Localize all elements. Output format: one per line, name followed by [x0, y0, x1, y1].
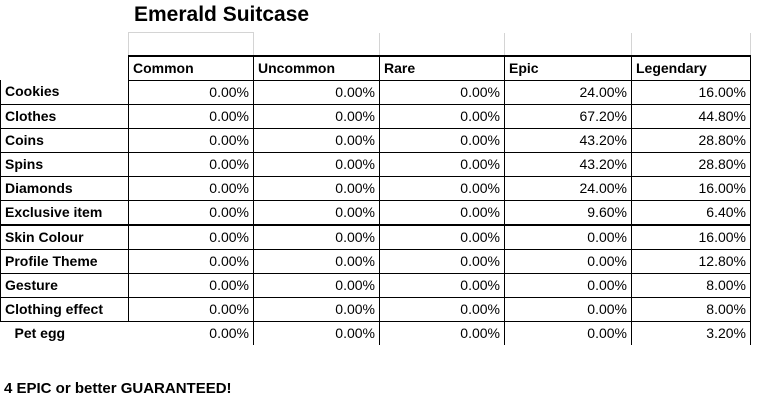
cell-rare: 0.00% — [379, 273, 505, 298]
cell-epic: 43.20% — [504, 128, 632, 153]
cell-epic: 0.00% — [504, 224, 632, 250]
spacer-cell-epic — [504, 32, 632, 56]
table-row: Profile Theme 0.00% 0.00% 0.00% 0.00% 12… — [0, 249, 751, 274]
column-header-uncommon: Uncommon — [253, 54, 380, 81]
table-row: Clothing effect 0.00% 0.00% 0.00% 0.00% … — [0, 297, 751, 322]
cell-rare: 0.00% — [379, 321, 505, 345]
spacer-corner-cell — [1, 33, 129, 56]
cell-uncommon: 0.00% — [253, 249, 380, 274]
cell-common: 0.00% — [128, 152, 254, 177]
row-label: Profile Theme — [0, 249, 129, 274]
page-title: Emerald Suitcase — [134, 3, 310, 26]
cell-legendary: 28.80% — [631, 128, 751, 153]
table-header-row: Common Uncommon Rare Epic Legendary — [0, 54, 751, 81]
cell-epic: 0.00% — [504, 321, 632, 345]
row-label: Spins — [0, 152, 129, 177]
cell-rare: 0.00% — [379, 297, 505, 322]
cell-epic: 24.00% — [504, 176, 632, 201]
column-header-corner — [0, 55, 129, 80]
column-header-legendary: Legendary — [631, 54, 751, 81]
column-header-common: Common — [128, 54, 254, 81]
cell-legendary: 28.80% — [631, 152, 751, 177]
table-row: Diamonds 0.00% 0.00% 0.00% 24.00% 16.00% — [0, 176, 751, 201]
cell-epic: 0.00% — [504, 273, 632, 298]
table-row: Skin Colour 0.00% 0.00% 0.00% 0.00% 16.0… — [0, 224, 751, 250]
cell-rare: 0.00% — [379, 176, 505, 201]
cell-epic: 67.20% — [504, 104, 632, 129]
spacer-cell-legendary — [631, 32, 751, 56]
cell-legendary: 6.40% — [631, 200, 751, 226]
cell-common: 0.00% — [128, 297, 254, 322]
table-row: Exclusive item 0.00% 0.00% 0.00% 9.60% 6… — [0, 200, 751, 226]
row-label: Clothing effect — [0, 297, 129, 322]
cell-legendary: 8.00% — [631, 273, 751, 298]
table-spacer-row — [1, 32, 751, 56]
cell-uncommon: 0.00% — [253, 152, 380, 177]
row-label: Cookies — [0, 80, 129, 105]
cell-epic: 43.20% — [504, 152, 632, 177]
table-row: Pet egg 0.00% 0.00% 0.00% 0.00% 3.20% — [1, 321, 751, 345]
row-label: Gesture — [0, 273, 129, 298]
cell-common: 0.00% — [128, 273, 254, 298]
row-label: Clothes — [0, 104, 129, 129]
cell-uncommon: 0.00% — [253, 128, 380, 153]
cell-uncommon: 0.00% — [253, 200, 380, 226]
cell-legendary: 16.00% — [631, 80, 751, 105]
cell-uncommon: 0.00% — [253, 104, 380, 129]
column-header-rare: Rare — [379, 54, 505, 81]
cell-legendary: 8.00% — [631, 297, 751, 322]
cell-rare: 0.00% — [379, 224, 505, 250]
table-body: Common Uncommon Rare Epic Legendary Cook… — [0, 32, 751, 345]
cell-uncommon: 0.00% — [253, 321, 380, 345]
table-row: Cookies 0.00% 0.00% 0.00% 24.00% 16.00% — [0, 80, 751, 105]
cell-epic: 0.00% — [504, 297, 632, 322]
cell-uncommon: 0.00% — [253, 273, 380, 298]
row-label: Exclusive item — [0, 200, 129, 226]
table-row: Coins 0.00% 0.00% 0.00% 43.20% 28.80% — [0, 128, 751, 153]
cell-common: 0.00% — [128, 176, 254, 201]
cell-rare: 0.00% — [379, 104, 505, 129]
cell-epic: 24.00% — [504, 80, 632, 105]
cell-rare: 0.00% — [379, 200, 505, 226]
cell-uncommon: 0.00% — [253, 224, 380, 250]
cell-rare: 0.00% — [379, 128, 505, 153]
cell-common: 0.00% — [128, 249, 254, 274]
cell-rare: 0.00% — [379, 152, 505, 177]
cell-legendary: 12.80% — [631, 249, 751, 274]
cell-rare: 0.00% — [379, 249, 505, 274]
cell-legendary: 44.80% — [631, 104, 751, 129]
cell-common: 0.00% — [128, 80, 254, 105]
cell-common: 0.00% — [128, 128, 254, 153]
row-label: Pet egg — [14, 324, 66, 341]
table-row: Spins 0.00% 0.00% 0.00% 43.20% 28.80% — [0, 152, 751, 177]
row-label: Coins — [0, 128, 129, 153]
table-row: Clothes 0.00% 0.00% 0.00% 67.20% 44.80% — [0, 104, 751, 129]
table-row: Gesture 0.00% 0.00% 0.00% 0.00% 8.00% — [0, 273, 751, 298]
spacer-cell-common — [128, 32, 254, 56]
cell-uncommon: 0.00% — [253, 80, 380, 105]
cell-legendary: 3.20% — [631, 321, 751, 345]
row-label: Skin Colour — [0, 224, 129, 250]
cell-common: 0.00% — [128, 200, 254, 226]
spacer-cell-uncommon — [253, 32, 380, 56]
cell-uncommon: 0.00% — [253, 297, 380, 322]
cell-common: 0.00% — [128, 321, 254, 345]
spacer-cell-rare — [379, 32, 505, 56]
guarantee-footnote: 4 EPIC or better GUARANTEED! — [4, 380, 232, 397]
cell-uncommon: 0.00% — [253, 176, 380, 201]
cell-rare: 0.00% — [379, 80, 505, 105]
cell-common: 0.00% — [128, 104, 254, 129]
cell-epic: 9.60% — [504, 200, 632, 226]
cell-common: 0.00% — [128, 224, 254, 250]
drop-rate-table: Common Uncommon Rare Epic Legendary Cook… — [0, 32, 751, 345]
row-label: Diamonds — [0, 176, 129, 201]
cell-epic: 0.00% — [504, 249, 632, 274]
cell-legendary: 16.00% — [631, 176, 751, 201]
cell-legendary: 16.00% — [631, 224, 751, 250]
column-header-epic: Epic — [504, 54, 632, 81]
